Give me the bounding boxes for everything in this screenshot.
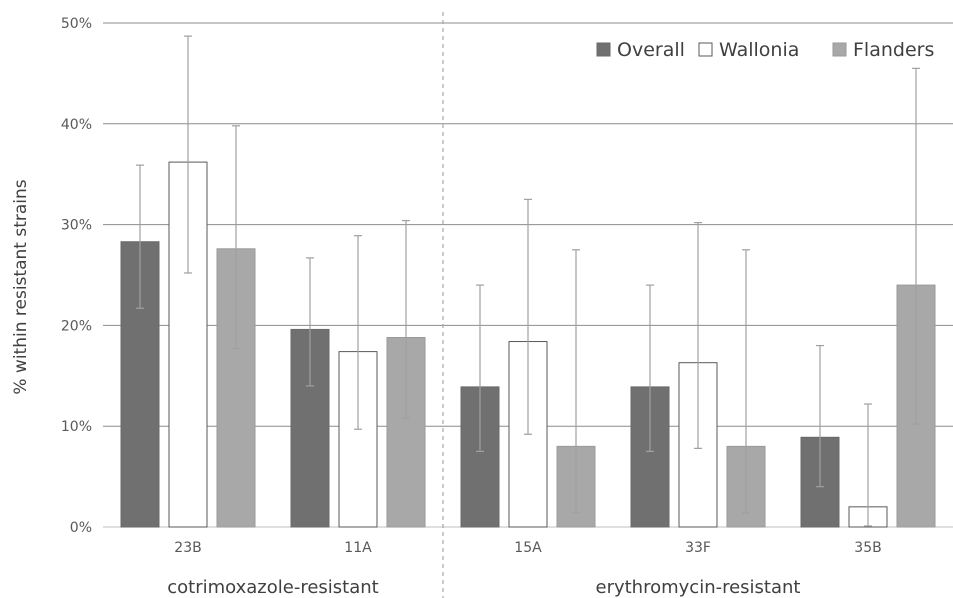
y-tick-label: 40%: [61, 117, 92, 133]
x-tick-label: 33F: [685, 540, 711, 556]
error-bars: [136, 35, 920, 527]
y-tick-label: 50%: [61, 16, 92, 32]
x-tick-label: 11A: [344, 540, 372, 556]
legend-label-flanders: Flanders: [853, 39, 934, 61]
legend-label-overall: Overall: [617, 39, 685, 61]
x-axis-labels: 23B 11A 15A 33F 35B cotrimoxazole-resistant er…: [167, 540, 881, 598]
group-label: cotrimoxazole-resistant: [167, 577, 378, 598]
legend-label-wallonia: Wallonia: [719, 39, 799, 61]
y-tick-label: 0%: [70, 520, 92, 536]
legend-swatch-wallonia: [698, 42, 713, 57]
x-tick-label: 15A: [514, 540, 542, 556]
legend-swatch-flanders: [832, 42, 847, 57]
legend-swatch-overall: [596, 42, 611, 57]
x-tick-label: 23B: [174, 540, 201, 556]
y-tick-label: 10%: [61, 419, 92, 435]
bars: [120, 161, 936, 528]
y-tick-label: 20%: [61, 318, 92, 334]
x-tick-label: 35B: [854, 540, 881, 556]
y-axis-ticks: 0% 10% 20% 30% 40% 50%: [61, 16, 92, 536]
legend: Overall Wallonia Flanders: [596, 39, 934, 61]
y-tick-label: 30%: [61, 218, 92, 234]
y-axis-title: % within resistant strains: [11, 179, 31, 394]
group-label: erythromycin-resistant: [596, 577, 801, 598]
